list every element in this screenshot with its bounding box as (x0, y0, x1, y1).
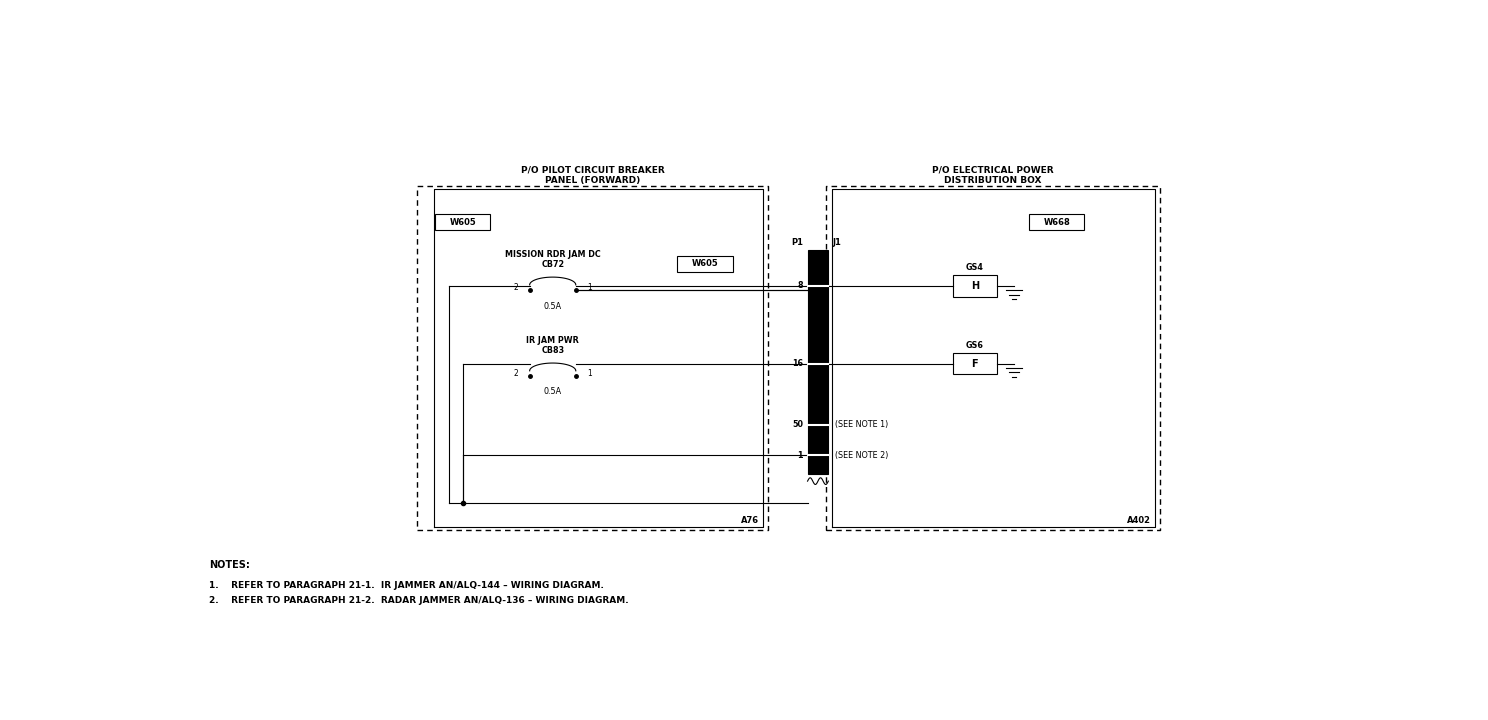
Text: IR JAM PWR: IR JAM PWR (527, 336, 579, 346)
Bar (808, 250, 829, 474)
Text: J1: J1 (833, 238, 842, 247)
Text: P/O PILOT CIRCUIT BREAKER
PANEL (FORWARD): P/O PILOT CIRCUIT BREAKER PANEL (FORWARD… (521, 165, 664, 184)
Text: GS6: GS6 (966, 341, 984, 350)
Text: CB83: CB83 (542, 346, 564, 355)
Text: P1: P1 (792, 238, 804, 247)
Text: 50: 50 (792, 420, 804, 429)
Text: 0.5A: 0.5A (543, 387, 562, 397)
Text: F: F (972, 359, 978, 369)
Text: GS4: GS4 (966, 263, 984, 272)
Text: A402: A402 (1128, 516, 1152, 526)
Text: MISSION RDR JAM DC: MISSION RDR JAM DC (504, 251, 601, 259)
Text: P/O ELECTRICAL POWER
DISTRIBUTION BOX: P/O ELECTRICAL POWER DISTRIBUTION BOX (933, 165, 1054, 184)
Bar (434, 215, 491, 230)
Text: 1: 1 (588, 282, 592, 292)
Text: 1.    REFER TO PARAGRAPH 21-1.  IR JAMMER AN/ALQ-144 – WIRING DIAGRAM.: 1. REFER TO PARAGRAPH 21-1. IR JAMMER AN… (208, 582, 604, 590)
Text: H: H (970, 281, 979, 291)
Text: 2: 2 (513, 282, 518, 292)
Text: (SEE NOTE 1): (SEE NOTE 1) (835, 420, 888, 429)
Text: (SEE NOTE 2): (SEE NOTE 2) (835, 451, 888, 459)
Text: 0.5A: 0.5A (543, 302, 562, 310)
Bar (1030, 215, 1085, 230)
Text: 16: 16 (792, 359, 804, 368)
Bar (952, 353, 997, 374)
Text: W668: W668 (1043, 217, 1070, 227)
Text: 2.    REFER TO PARAGRAPH 21-2.  RADAR JAMMER AN/ALQ-136 – WIRING DIAGRAM.: 2. REFER TO PARAGRAPH 21-2. RADAR JAMMER… (208, 596, 629, 606)
Bar (952, 276, 997, 297)
Text: NOTES:: NOTES: (208, 560, 250, 570)
Text: 1: 1 (588, 369, 592, 377)
Text: CB72: CB72 (542, 261, 564, 269)
Bar (677, 256, 732, 271)
Text: W605: W605 (692, 259, 719, 269)
Text: W605: W605 (449, 217, 476, 227)
Text: 1: 1 (798, 451, 804, 459)
Text: A76: A76 (741, 516, 759, 526)
Text: 2: 2 (513, 369, 518, 377)
Text: 8: 8 (798, 282, 804, 290)
